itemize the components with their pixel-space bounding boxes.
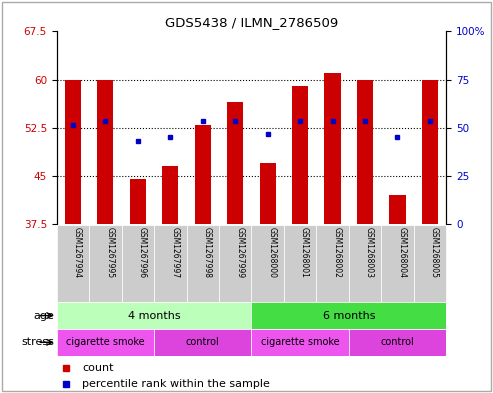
- Bar: [381, 225, 414, 302]
- Bar: [130, 179, 146, 224]
- Bar: [65, 79, 81, 224]
- Text: GSM1268001: GSM1268001: [300, 228, 309, 278]
- Bar: [251, 302, 446, 329]
- Bar: [57, 302, 251, 329]
- Bar: [227, 102, 244, 224]
- Bar: [422, 79, 438, 224]
- Text: GSM1267999: GSM1267999: [235, 228, 244, 279]
- Bar: [122, 225, 154, 302]
- Bar: [154, 329, 251, 356]
- Text: cigarette smoke: cigarette smoke: [66, 337, 144, 347]
- Text: GDS5438 / ILMN_2786509: GDS5438 / ILMN_2786509: [165, 17, 338, 29]
- Text: GSM1268003: GSM1268003: [365, 228, 374, 279]
- Bar: [186, 225, 219, 302]
- Text: GSM1268000: GSM1268000: [268, 228, 277, 279]
- Bar: [284, 225, 317, 302]
- Bar: [57, 225, 89, 302]
- Bar: [251, 225, 284, 302]
- Bar: [154, 225, 186, 302]
- Bar: [349, 225, 381, 302]
- Text: GSM1267995: GSM1267995: [106, 228, 114, 279]
- Bar: [251, 329, 349, 356]
- Bar: [57, 329, 154, 356]
- Bar: [414, 225, 446, 302]
- Bar: [195, 125, 211, 224]
- Bar: [219, 225, 251, 302]
- Bar: [324, 73, 341, 224]
- Bar: [89, 225, 122, 302]
- Bar: [317, 225, 349, 302]
- Text: count: count: [82, 362, 113, 373]
- Bar: [97, 79, 113, 224]
- Bar: [389, 195, 406, 224]
- Text: cigarette smoke: cigarette smoke: [261, 337, 339, 347]
- Text: GSM1267998: GSM1267998: [203, 228, 212, 279]
- Text: GSM1267997: GSM1267997: [170, 228, 179, 279]
- Text: GSM1268005: GSM1268005: [430, 228, 439, 279]
- Text: control: control: [186, 337, 219, 347]
- Text: GSM1267996: GSM1267996: [138, 228, 147, 279]
- Bar: [349, 329, 446, 356]
- Bar: [259, 163, 276, 224]
- Text: GSM1268004: GSM1268004: [397, 228, 407, 279]
- Text: control: control: [381, 337, 414, 347]
- Text: age: age: [34, 310, 54, 321]
- Text: 6 months: 6 months: [322, 310, 375, 321]
- Bar: [357, 79, 373, 224]
- Text: percentile rank within the sample: percentile rank within the sample: [82, 379, 270, 389]
- Bar: [292, 86, 308, 224]
- Text: GSM1268002: GSM1268002: [333, 228, 342, 278]
- Text: 4 months: 4 months: [128, 310, 180, 321]
- Text: stress: stress: [21, 337, 54, 347]
- Text: GSM1267994: GSM1267994: [73, 228, 82, 279]
- Bar: [162, 166, 178, 224]
